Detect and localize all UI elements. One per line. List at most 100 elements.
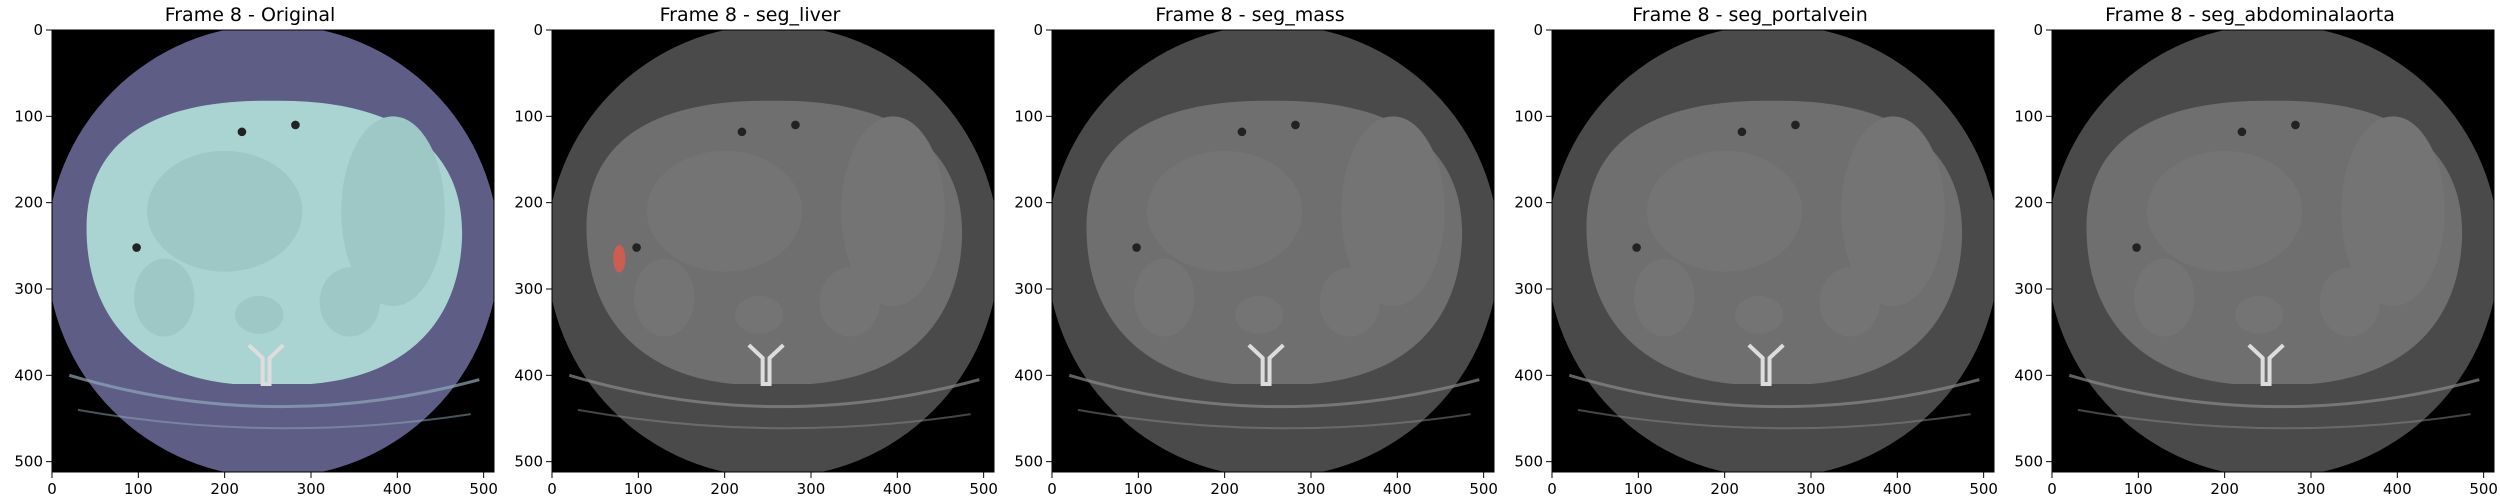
y-tick-label: 100 xyxy=(1514,107,1543,125)
y-tick-label: 300 xyxy=(1014,280,1043,298)
organ-region xyxy=(1735,295,1784,334)
y-tick-label: 400 xyxy=(1014,366,1043,384)
x-tick-label: 0 xyxy=(2047,480,2057,498)
panel-title: Frame 8 - Original xyxy=(164,4,336,26)
y-tick-label: 400 xyxy=(14,366,43,384)
organ-region xyxy=(819,267,881,337)
y-tick-label: 200 xyxy=(514,194,543,212)
y-tick-label: 300 xyxy=(14,280,43,298)
y-tick-label: 100 xyxy=(2014,107,2043,125)
y-tick-label: 0 xyxy=(33,21,43,39)
organ-region xyxy=(235,295,284,334)
spine xyxy=(1247,343,1285,386)
y-tick-label: 0 xyxy=(1033,21,1043,39)
x-tick-label: 300 xyxy=(297,480,326,498)
gas-pocket xyxy=(632,243,641,252)
gas-pocket xyxy=(2132,243,2141,252)
organ-region xyxy=(2146,150,2303,272)
panel-title: Frame 8 - seg_abdominalaorta xyxy=(2105,4,2395,26)
y-tick-label: 400 xyxy=(514,366,543,384)
gas-pocket xyxy=(2237,127,2247,137)
x-tick-label: 200 xyxy=(1710,480,1739,498)
spine xyxy=(2247,343,2285,386)
y-tick-label: 0 xyxy=(2033,21,2043,39)
gas-pocket xyxy=(1237,127,1247,137)
x-tick-label: 0 xyxy=(1047,480,1057,498)
organ-region xyxy=(646,150,803,272)
axes-frame xyxy=(1551,29,1995,473)
y-tick-label: 100 xyxy=(514,107,543,125)
axes-frame xyxy=(2051,29,2495,473)
x-tick-label: 500 xyxy=(469,480,498,498)
y-tick-label: 200 xyxy=(1014,194,1043,212)
axes-frame xyxy=(551,29,995,473)
organ-region xyxy=(1646,150,1803,272)
y-tick-label: 300 xyxy=(514,280,543,298)
x-tick-label: 400 xyxy=(1883,480,1912,498)
y-tick-label: 200 xyxy=(1514,194,1543,212)
y-tick-label: 400 xyxy=(2014,366,2043,384)
scanner-table xyxy=(68,373,480,409)
organ-region xyxy=(2235,295,2284,334)
spine xyxy=(1747,343,1785,386)
organ-region xyxy=(2319,267,2381,337)
x-tick-label: 0 xyxy=(547,480,557,498)
x-tick-label: 0 xyxy=(47,480,57,498)
x-tick-label: 500 xyxy=(1469,480,1498,498)
y-tick-label: 500 xyxy=(1014,453,1043,471)
organ-region xyxy=(735,295,784,334)
scanner-table xyxy=(577,408,971,430)
x-tick-label: 500 xyxy=(969,480,998,498)
x-tick-label: 100 xyxy=(1624,480,1653,498)
scanner-table xyxy=(1577,408,1971,430)
x-tick-label: 100 xyxy=(624,480,653,498)
x-tick-label: 0 xyxy=(1547,480,1557,498)
y-tick-label: 500 xyxy=(514,453,543,471)
y-tick-label: 100 xyxy=(1014,107,1043,125)
x-tick-label: 300 xyxy=(1297,480,1326,498)
organ-region xyxy=(1134,258,1195,337)
image-panel: 0 100 200 300 400 500 0 100 200 300 400 500 Frame 8 … xyxy=(2000,0,2500,500)
x-tick-label: 400 xyxy=(883,480,912,498)
gas-pocket xyxy=(237,127,247,137)
gas-pocket xyxy=(737,127,747,137)
panel-title: Frame 8 - seg_portalvein xyxy=(1632,4,1868,26)
organ-region xyxy=(319,267,381,337)
y-tick-label: 100 xyxy=(14,107,43,125)
image-panel: 0 100 200 300 400 500 0 100 200 300 400 500 Frame 8 … xyxy=(0,0,500,500)
x-tick-label: 400 xyxy=(2383,480,2412,498)
gas-pocket xyxy=(2291,120,2300,130)
x-tick-label: 200 xyxy=(710,480,739,498)
scanner-table xyxy=(77,408,471,430)
y-tick-label: 500 xyxy=(14,453,43,471)
x-tick-label: 400 xyxy=(1383,480,1412,498)
x-tick-label: 300 xyxy=(2297,480,2326,498)
scanner-table xyxy=(2068,373,2480,409)
axes-frame xyxy=(51,29,495,473)
organ-region xyxy=(2134,258,2195,337)
organ-region xyxy=(1319,267,1381,337)
y-tick-label: 400 xyxy=(1514,366,1543,384)
gas-pocket xyxy=(132,243,141,252)
x-tick-label: 100 xyxy=(1124,480,1153,498)
gas-pocket xyxy=(791,120,800,130)
x-tick-label: 500 xyxy=(2469,480,2498,498)
gas-pocket xyxy=(1291,120,1300,130)
scanner-table xyxy=(1068,373,1480,409)
y-tick-label: 500 xyxy=(1514,453,1543,471)
gas-pocket xyxy=(1632,243,1641,252)
organ-region xyxy=(841,116,945,307)
panel-title: Frame 8 - seg_liver xyxy=(659,4,841,26)
image-panel: 0 100 200 300 400 500 0 100 200 300 400 500 Frame 8 … xyxy=(1000,0,1500,500)
organ-region xyxy=(634,258,695,337)
scanner-table xyxy=(568,373,980,409)
spine xyxy=(747,343,785,386)
organ-region xyxy=(2341,116,2445,307)
y-tick-label: 500 xyxy=(2014,453,2043,471)
